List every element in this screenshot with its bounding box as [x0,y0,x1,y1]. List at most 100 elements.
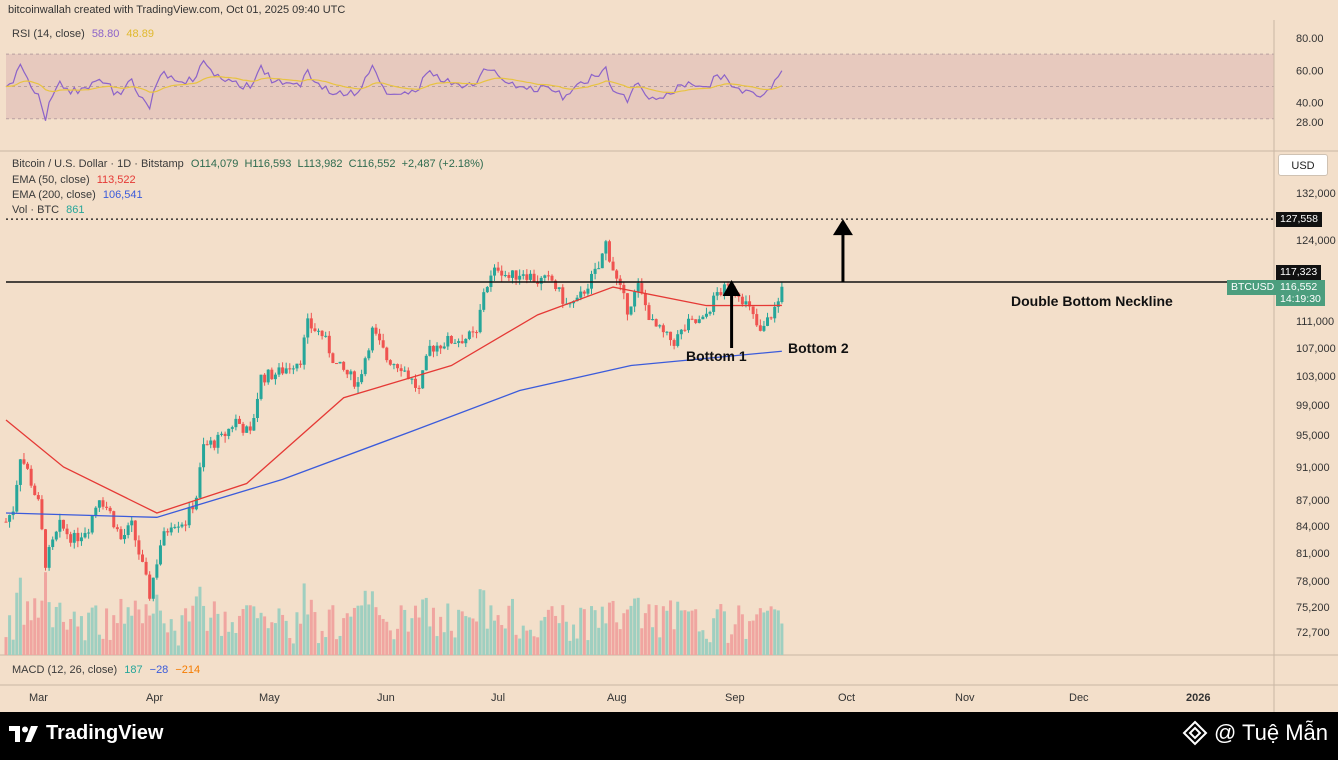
rsi-legend: RSI (14, close) 58.80 48.89 [12,28,154,40]
candle-body [485,287,489,293]
volume-bar [744,638,748,655]
volume-bar [205,630,209,655]
candle-body [500,270,504,276]
candle-body [715,292,719,296]
footer-bar: TradingView @ Tuệ Mẫn [0,712,1338,760]
candle-body [327,335,331,354]
candle-body [669,331,673,341]
price-tick-label: 99,000 [1296,400,1330,412]
candle-body [248,426,252,431]
candle-body [306,318,310,338]
candle-body [554,280,558,290]
candle-body [701,316,705,320]
candle-body [230,427,234,429]
candle-body [58,519,62,532]
candle-body [579,291,583,298]
candle-body [33,485,37,496]
volume-bar [521,625,525,655]
candle-body [615,270,619,279]
volume-bar [719,604,723,655]
volume-bar [334,639,338,655]
volume-bar [751,620,755,655]
candle-body [740,296,744,305]
volume-bar [410,618,414,655]
volume-bar [704,638,708,655]
candle-body [561,287,565,304]
candle-body [582,291,586,294]
volume-bar [302,583,306,655]
volume-bar [766,610,770,655]
volume-bar [29,620,33,655]
candle-body [176,526,180,528]
candle-body [607,241,611,262]
candle-body [507,275,511,278]
time-axis-label: Dec [1069,692,1089,704]
rsi-value: 58.80 [91,28,120,40]
volume-bar [446,603,450,655]
volume-bar [528,629,532,655]
macd-value-1: 187 [124,664,143,676]
candle-body [299,363,303,365]
volume-bar [180,615,184,655]
volume-bar [758,608,762,655]
candle-body [421,370,425,389]
candle-body [647,305,651,320]
candle-body [528,273,532,280]
volume-bar [169,619,173,655]
candle-body [342,361,346,370]
candle-body [94,507,98,516]
volume-bar [396,628,400,655]
volume-bar [658,637,662,655]
volume-bar [536,637,540,655]
volume-bar [33,598,37,655]
candle-body [15,484,19,512]
candle-body [112,511,116,528]
candle-body [29,468,33,486]
candle-body [133,520,137,541]
volume-bar [105,608,109,655]
candle-body [518,275,522,280]
rsi-title: RSI (14, close) [12,28,85,40]
price-tick-label: 84,000 [1296,521,1330,533]
candle-body [665,331,669,333]
ema50-value: 113,522 [96,174,136,186]
price-tick-label: 124,000 [1296,235,1336,247]
symbol-title: Bitcoin / U.S. Dollar · 1D · Bitstamp [12,158,184,170]
candle-body [457,341,461,343]
last-price-tag: 116,552 14:19:30 [1276,280,1325,306]
volume-bar [694,609,698,655]
volume-bar [299,623,303,655]
volume-bar [198,586,202,655]
volume-bar [431,607,435,655]
candle-body [302,337,306,365]
candle-body [234,418,238,428]
volume-bar [94,605,98,655]
candle-body [643,293,647,306]
volume-bar [780,623,784,655]
axes: 132,000 124,000 111,000 107,000 103,000 99,00… [29,33,1336,704]
candle-body [97,500,101,508]
rsi-tick-label: 80.00 [1296,33,1324,45]
bottom2-annotation: Bottom 2 [788,340,849,356]
candle-body [227,428,231,437]
candle-body [237,418,241,424]
candle-body [245,426,249,433]
volume-bar [615,622,619,655]
volume-bar [550,606,554,655]
volume-bar [730,634,734,655]
macd-value-2: −28 [149,664,169,676]
candle-body [331,353,335,364]
candle-body [220,433,224,435]
volume-bar [83,640,87,655]
volume-bar [263,616,267,655]
candle-body [130,520,134,526]
price-tick-label: 111,000 [1296,316,1334,328]
candle-body [672,340,676,346]
candle-body [270,369,274,380]
volume-bar [137,609,141,655]
candle-body [123,535,127,540]
currency-button[interactable]: USD [1278,154,1328,176]
volume-bar [352,607,356,655]
candle-body [751,306,755,315]
candle-body [313,328,317,331]
